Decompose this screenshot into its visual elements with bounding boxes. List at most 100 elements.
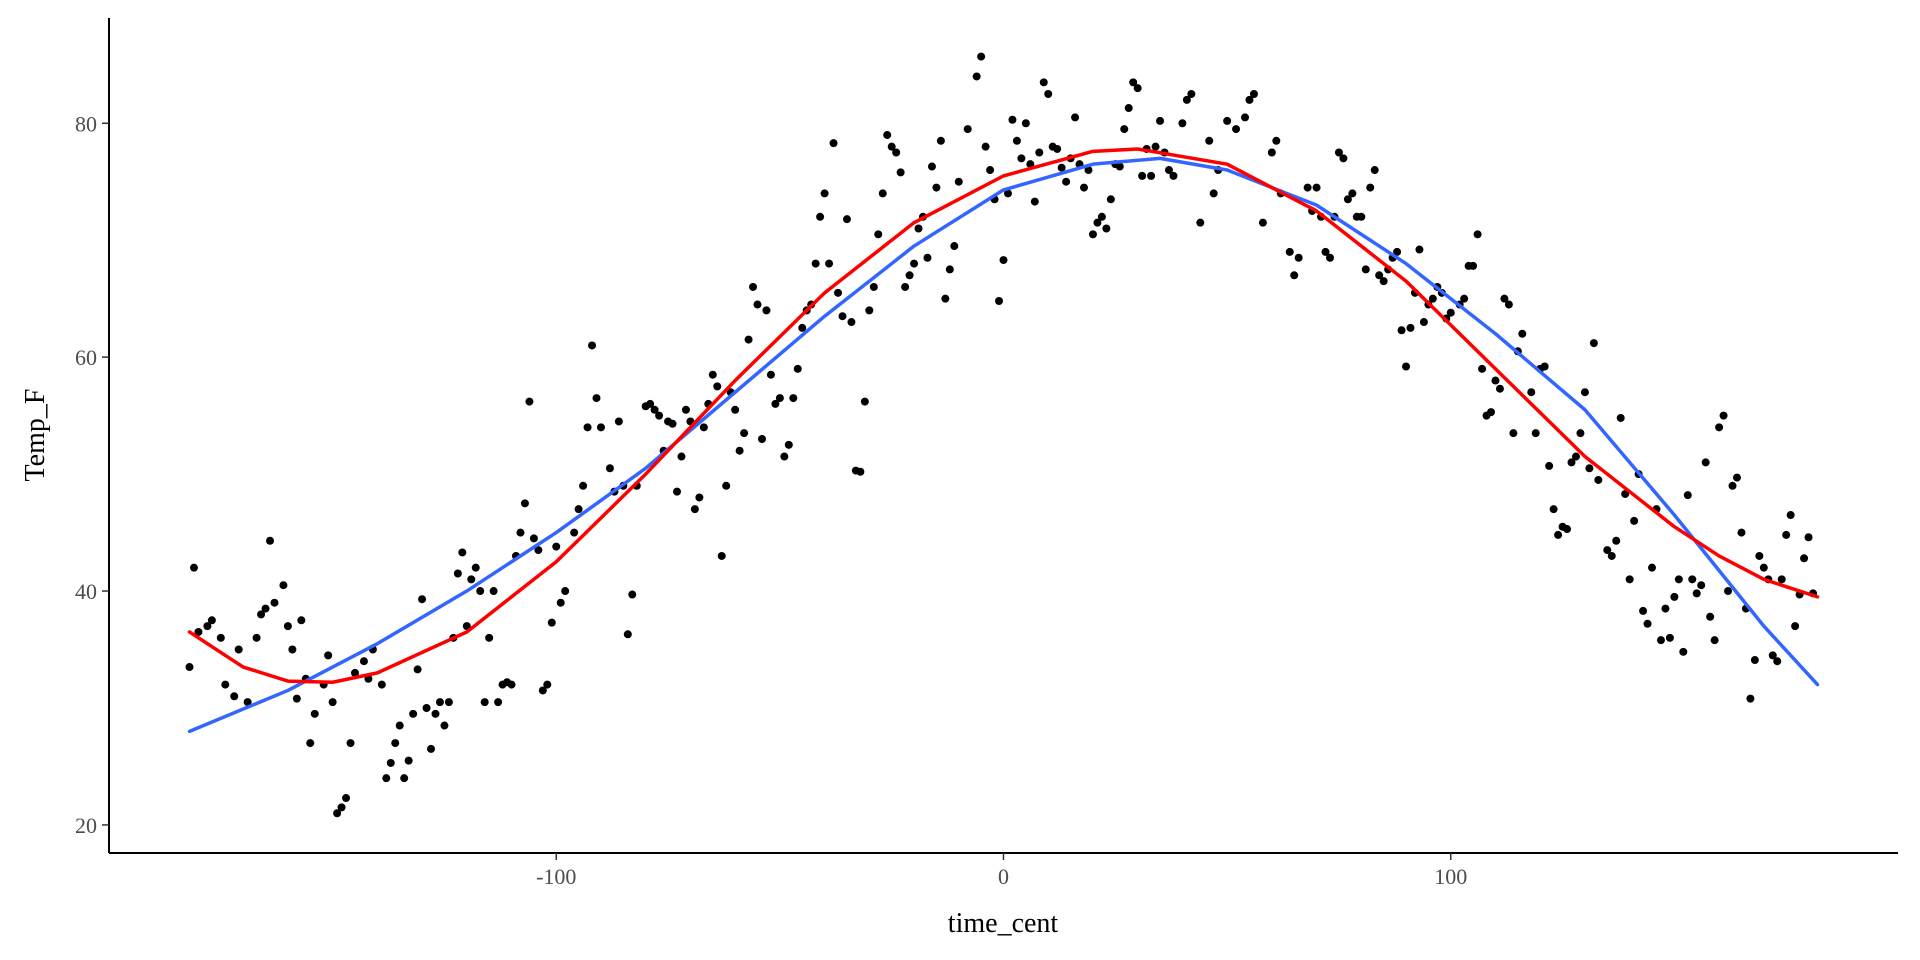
data-point bbox=[1030, 197, 1039, 206]
x-tick-label: 0 bbox=[998, 864, 1009, 889]
data-point bbox=[485, 633, 494, 642]
data-point bbox=[552, 542, 561, 551]
data-point bbox=[494, 698, 503, 707]
data-point bbox=[1630, 516, 1639, 525]
data-point bbox=[1419, 318, 1428, 327]
data-point bbox=[480, 698, 489, 707]
data-point bbox=[1035, 148, 1044, 157]
data-point bbox=[999, 256, 1008, 265]
data-point bbox=[1518, 329, 1527, 338]
data-point bbox=[757, 435, 766, 444]
data-point bbox=[1791, 622, 1800, 631]
data-point bbox=[1688, 575, 1697, 584]
data-point bbox=[516, 528, 525, 537]
data-point bbox=[221, 680, 230, 689]
data-point bbox=[1643, 619, 1652, 628]
data-point bbox=[1021, 119, 1030, 128]
data-point bbox=[529, 534, 538, 543]
data-point bbox=[579, 481, 588, 490]
data-point bbox=[766, 370, 775, 379]
data-point bbox=[395, 721, 404, 730]
data-point bbox=[789, 394, 798, 403]
data-point bbox=[699, 423, 708, 432]
data-point bbox=[1460, 294, 1469, 303]
data-point bbox=[1728, 481, 1737, 490]
data-point bbox=[1706, 612, 1715, 621]
data-point bbox=[775, 394, 784, 403]
data-point bbox=[1057, 163, 1066, 172]
data-point bbox=[1603, 546, 1612, 555]
data-point bbox=[1375, 271, 1384, 280]
data-point bbox=[453, 569, 462, 578]
data-point bbox=[1241, 113, 1250, 122]
data-point bbox=[860, 397, 869, 406]
data-point bbox=[1549, 505, 1558, 514]
data-point bbox=[865, 306, 874, 315]
data-point bbox=[467, 575, 476, 584]
data-point bbox=[1710, 636, 1719, 645]
data-point bbox=[207, 616, 216, 625]
data-point bbox=[668, 419, 677, 428]
data-point bbox=[1531, 429, 1540, 438]
data-point bbox=[762, 306, 771, 315]
data-point bbox=[1487, 408, 1496, 417]
data-point bbox=[1648, 563, 1657, 572]
data-point bbox=[1446, 308, 1455, 317]
data-point bbox=[1169, 171, 1178, 180]
data-point bbox=[1232, 125, 1241, 134]
data-point bbox=[677, 452, 686, 461]
data-point bbox=[1732, 473, 1741, 482]
data-point bbox=[489, 587, 498, 596]
data-point bbox=[400, 774, 409, 783]
data-point bbox=[1656, 636, 1665, 645]
data-point bbox=[1393, 247, 1402, 256]
data-point bbox=[1397, 326, 1406, 335]
data-point bbox=[386, 758, 395, 767]
data-point bbox=[570, 528, 579, 537]
data-point bbox=[342, 794, 351, 803]
data-point bbox=[731, 405, 740, 414]
data-point bbox=[1804, 533, 1813, 542]
data-point bbox=[279, 581, 288, 590]
data-point bbox=[1321, 247, 1330, 256]
data-point bbox=[1473, 230, 1482, 239]
data-point bbox=[1312, 183, 1321, 192]
data-point bbox=[1428, 294, 1437, 303]
data-point bbox=[1545, 461, 1554, 470]
data-point bbox=[1540, 362, 1549, 371]
data-point bbox=[292, 694, 301, 703]
data-point bbox=[825, 259, 834, 268]
data-point bbox=[391, 739, 400, 748]
data-point bbox=[1661, 604, 1670, 613]
data-point bbox=[695, 493, 704, 502]
data-point bbox=[1115, 162, 1124, 171]
data-point bbox=[1209, 189, 1218, 198]
data-point bbox=[793, 364, 802, 373]
data-point bbox=[1348, 189, 1357, 198]
data-point bbox=[740, 429, 749, 438]
data-point bbox=[431, 709, 440, 718]
data-point bbox=[945, 265, 954, 274]
data-point bbox=[574, 505, 583, 514]
data-point bbox=[820, 189, 829, 198]
data-point bbox=[261, 604, 270, 613]
data-point bbox=[561, 587, 570, 596]
data-point bbox=[1196, 218, 1205, 227]
data-point bbox=[1097, 212, 1106, 221]
data-point bbox=[194, 627, 203, 636]
data-point bbox=[458, 548, 467, 557]
data-point bbox=[350, 668, 359, 677]
data-point bbox=[1258, 218, 1267, 227]
data-point bbox=[842, 215, 851, 224]
data-point bbox=[1777, 575, 1786, 584]
data-point bbox=[1151, 142, 1160, 151]
data-point bbox=[216, 633, 225, 642]
data-point bbox=[936, 136, 945, 145]
data-point bbox=[1665, 633, 1674, 642]
data-point bbox=[1093, 218, 1102, 227]
data-point bbox=[288, 645, 297, 654]
data-point bbox=[910, 259, 919, 268]
data-point bbox=[413, 665, 422, 674]
data-point bbox=[189, 563, 198, 572]
data-point bbox=[1737, 528, 1746, 537]
